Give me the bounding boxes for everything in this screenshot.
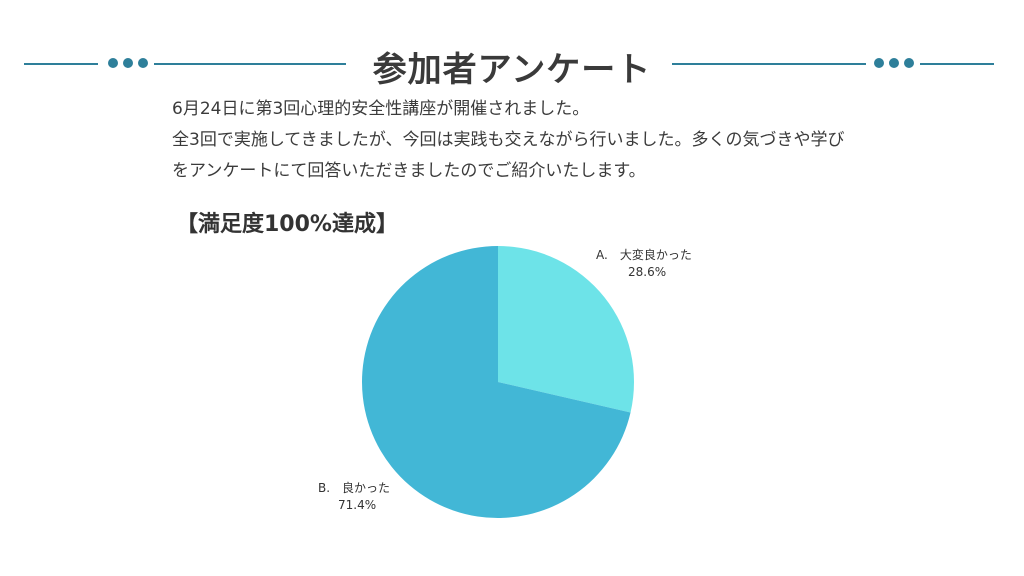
title-deco-dots-left — [108, 58, 148, 68]
pie-chart: A. 大変良かった 28.6% B. 良かった 71.4% — [318, 246, 692, 518]
chart-title: 【満足度100%達成】 — [176, 212, 398, 237]
pie-slice-a — [498, 246, 634, 413]
page-title: 参加者アンケート — [372, 50, 652, 90]
intro-line-3: をアンケートにて回答いただきましたのでご紹介いたします。 — [172, 161, 646, 181]
title-deco-line-right-outer — [920, 63, 994, 65]
slice-label-b: B. 良かった — [318, 480, 390, 495]
slice-value-a: 28.6% — [628, 265, 666, 279]
intro-line-1: 6月24日に第3回心理的安全性講座が開催されました。 — [172, 99, 590, 119]
title-deco-line-left-inner — [154, 63, 346, 65]
slice-value-b: 71.4% — [338, 498, 376, 512]
title-deco-line-right-inner — [672, 63, 866, 65]
slice-label-a: A. 大変良かった — [596, 247, 692, 262]
intro-line-2: 全3回で実施してきましたが、今回は実践も交えながら行いました。多くの気づきや学び — [172, 130, 845, 150]
intro-text: 6月24日に第3回心理的安全性講座が開催されました。 全3回で実施してきましたが… — [172, 94, 932, 187]
title-bar: 参加者アンケート — [0, 38, 1024, 94]
pie-slice-b — [362, 246, 631, 518]
title-deco-dots-right — [874, 58, 914, 68]
title-deco-line-left-outer — [24, 63, 98, 65]
